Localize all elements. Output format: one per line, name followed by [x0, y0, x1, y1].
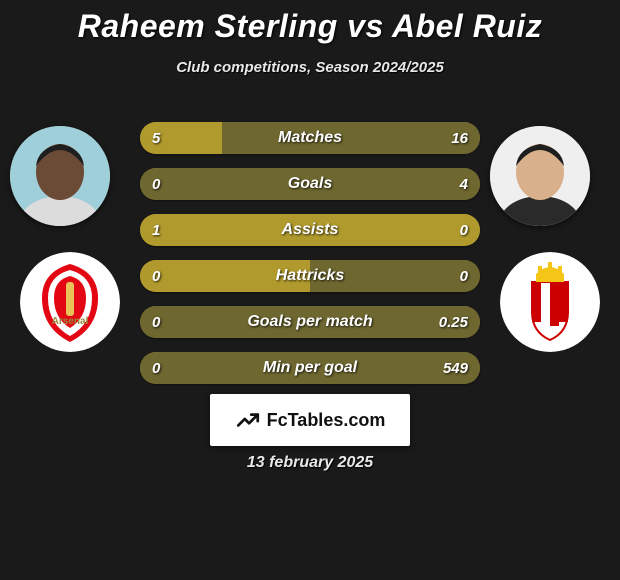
stat-row-goals: 04Goals — [140, 168, 480, 200]
stat-bar-left — [140, 214, 480, 246]
player-right-avatar — [490, 126, 590, 226]
stat-bar-left — [140, 260, 310, 292]
page-title: Raheem Sterling vs Abel Ruiz — [0, 0, 620, 45]
stat-row-min-per-goal: 0549Min per goal — [140, 352, 480, 384]
stat-bar-right — [140, 306, 480, 338]
stat-row-hattricks: 00Hattricks — [140, 260, 480, 292]
stat-bar-right — [140, 168, 480, 200]
fctables-logo: FcTables.com — [210, 394, 410, 446]
stat-bar-right — [140, 352, 480, 384]
branding-text: FcTables.com — [267, 410, 386, 431]
stat-row-assists: 10Assists — [140, 214, 480, 246]
date-text: 13 february 2025 — [0, 454, 620, 472]
svg-text:Arsenal: Arsenal — [52, 316, 89, 327]
page-subtitle: Club competitions, Season 2024/2025 — [0, 59, 620, 76]
stat-bar-right — [222, 122, 480, 154]
club-right-badge — [500, 252, 600, 352]
player-left-avatar — [10, 126, 110, 226]
stat-row-goals-per-match: 00.25Goals per match — [140, 306, 480, 338]
stat-bar-left — [140, 122, 222, 154]
stat-bar-right — [310, 260, 480, 292]
chart-icon — [235, 407, 261, 433]
stats-bars: 516Matches 04Goals 10Assists 00Hattricks 00.… — [140, 122, 480, 398]
stat-row-matches: 516Matches — [140, 122, 480, 154]
club-left-badge: Arsenal — [20, 252, 120, 352]
